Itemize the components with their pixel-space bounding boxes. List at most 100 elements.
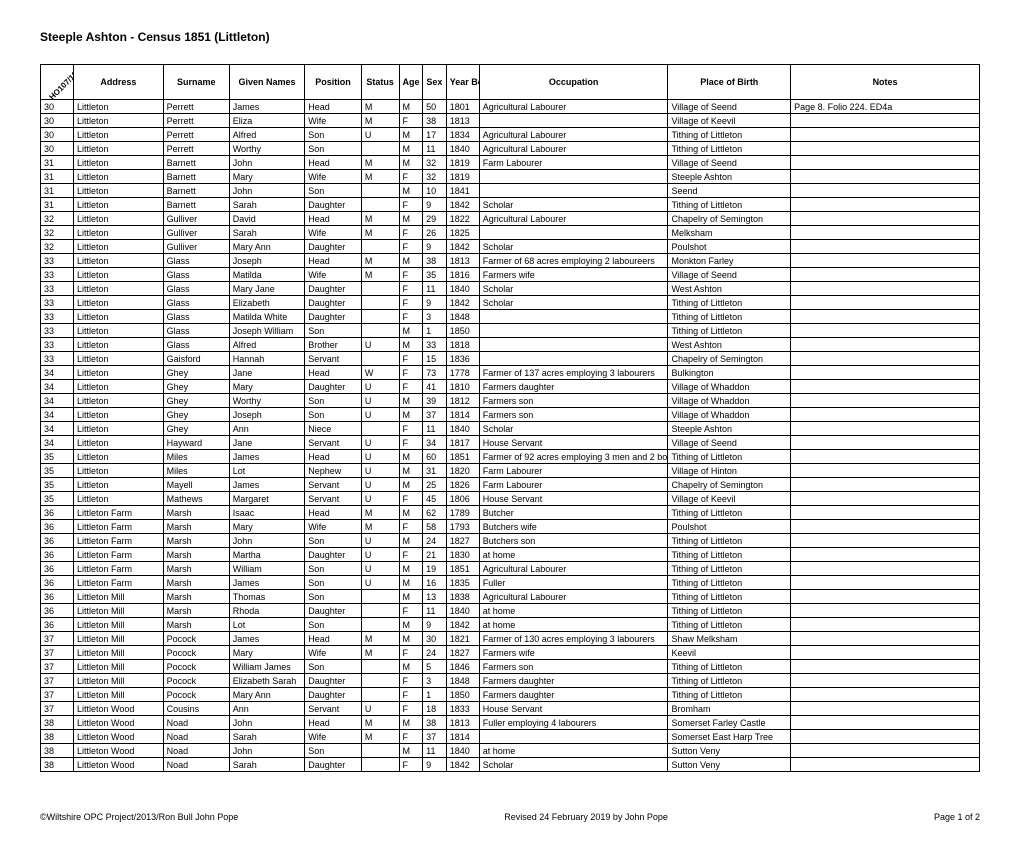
table-cell: Littleton — [74, 268, 164, 282]
table-cell: Littleton — [74, 478, 164, 492]
table-cell: 1813 — [446, 716, 479, 730]
table-cell: U — [361, 450, 399, 464]
table-cell: House Servant — [479, 702, 668, 716]
table-cell: 1840 — [446, 744, 479, 758]
table-cell: M — [399, 534, 423, 548]
table-cell: Sarah — [229, 730, 304, 744]
table-cell: Ghey — [163, 394, 229, 408]
table-cell: 1778 — [446, 366, 479, 380]
table-cell: Margaret — [229, 492, 304, 506]
table-cell: M — [399, 464, 423, 478]
table-cell: Servant — [305, 478, 362, 492]
table-row: 35LittletonMilesJamesHeadUM601851Farmer … — [41, 450, 980, 464]
table-cell: M — [399, 212, 423, 226]
table-cell — [479, 226, 668, 240]
table-cell: 1819 — [446, 156, 479, 170]
table-cell: 36 — [41, 590, 74, 604]
table-cell: Littleton — [74, 296, 164, 310]
table-cell: Head — [305, 254, 362, 268]
table-cell — [361, 184, 399, 198]
table-cell: 31 — [41, 156, 74, 170]
table-cell: Son — [305, 660, 362, 674]
table-cell: Farmer of 137 acres employing 3 labourer… — [479, 366, 668, 380]
table-cell: Perrett — [163, 128, 229, 142]
table-cell — [791, 338, 980, 352]
table-cell: Littleton Wood — [74, 744, 164, 758]
table-cell: Tithing of Littleton — [668, 604, 791, 618]
table-cell: Son — [305, 408, 362, 422]
table-cell: 32 — [423, 170, 447, 184]
table-cell: 17 — [423, 128, 447, 142]
table-cell: Littleton — [74, 198, 164, 212]
table-cell: Gulliver — [163, 240, 229, 254]
table-cell: Marsh — [163, 562, 229, 576]
table-row: 30LittletonPerrettJamesHeadMM501801Agric… — [41, 100, 980, 114]
table-cell: M — [361, 520, 399, 534]
table-body: 30LittletonPerrettJamesHeadMM501801Agric… — [41, 100, 980, 772]
table-cell: Littleton — [74, 352, 164, 366]
table-cell: 24 — [423, 646, 447, 660]
table-cell: Mathews — [163, 492, 229, 506]
table-cell: 1814 — [446, 408, 479, 422]
table-cell: Somerset Farley Castle — [668, 716, 791, 730]
table-cell — [791, 296, 980, 310]
table-cell: 1842 — [446, 296, 479, 310]
table-row: 37Littleton MillPocockWilliam JamesSonM5… — [41, 660, 980, 674]
table-cell: James — [229, 100, 304, 114]
table-cell: Head — [305, 100, 362, 114]
table-cell: Wife — [305, 646, 362, 660]
table-cell: House Servant — [479, 492, 668, 506]
table-cell: Tithing of Littleton — [668, 142, 791, 156]
table-cell: West Ashton — [668, 338, 791, 352]
table-cell: F — [399, 674, 423, 688]
table-cell: Gaisford — [163, 352, 229, 366]
table-cell: M — [361, 716, 399, 730]
table-cell: Head — [305, 366, 362, 380]
table-cell: Scholar — [479, 422, 668, 436]
table-cell: Joseph — [229, 254, 304, 268]
table-cell: Perrett — [163, 114, 229, 128]
table-cell: Farmers daughter — [479, 674, 668, 688]
table-cell: Farmers wife — [479, 646, 668, 660]
table-cell: 1848 — [446, 310, 479, 324]
table-cell: 30 — [41, 100, 74, 114]
table-cell: Noad — [163, 730, 229, 744]
table-row: 36Littleton FarmMarshJohnSonUM241827Butc… — [41, 534, 980, 548]
table-cell: 1806 — [446, 492, 479, 506]
table-cell: 33 — [41, 254, 74, 268]
table-cell: Monkton Farley — [668, 254, 791, 268]
table-cell: F — [399, 226, 423, 240]
table-cell: Littleton — [74, 128, 164, 142]
footer-center: Revised 24 February 2019 by John Pope — [504, 812, 668, 822]
table-row: 33LittletonGlassJosephHeadMM381813Farmer… — [41, 254, 980, 268]
table-cell: Sarah — [229, 758, 304, 772]
table-cell: 39 — [423, 394, 447, 408]
table-cell: Village of Hinton — [668, 464, 791, 478]
table-cell — [361, 282, 399, 296]
table-cell: Gulliver — [163, 226, 229, 240]
table-cell: 62 — [423, 506, 447, 520]
table-cell: 3 — [423, 310, 447, 324]
table-cell: Littleton — [74, 212, 164, 226]
table-cell: Agricultural Labourer — [479, 562, 668, 576]
table-cell: at home — [479, 618, 668, 632]
table-cell: 35 — [41, 492, 74, 506]
table-row: 37Littleton WoodCousinsAnnServantUF18183… — [41, 702, 980, 716]
table-cell: Bromham — [668, 702, 791, 716]
table-cell: Butchers son — [479, 534, 668, 548]
table-cell: Tithing of Littleton — [668, 618, 791, 632]
table-cell: Scholar — [479, 282, 668, 296]
table-cell: F — [399, 548, 423, 562]
table-cell: Pocock — [163, 674, 229, 688]
table-cell — [791, 492, 980, 506]
table-row: 33LittletonGlassMary JaneDaughterF111840… — [41, 282, 980, 296]
table-cell — [791, 142, 980, 156]
table-cell — [479, 114, 668, 128]
table-cell: Village of Whaddon — [668, 408, 791, 422]
table-cell: 1840 — [446, 142, 479, 156]
table-cell: 32 — [41, 240, 74, 254]
col-age: Age — [399, 65, 423, 100]
table-cell: Daughter — [305, 310, 362, 324]
table-row: 35LittletonMilesLotNephewUM311820Farm La… — [41, 464, 980, 478]
table-cell: 37 — [41, 646, 74, 660]
